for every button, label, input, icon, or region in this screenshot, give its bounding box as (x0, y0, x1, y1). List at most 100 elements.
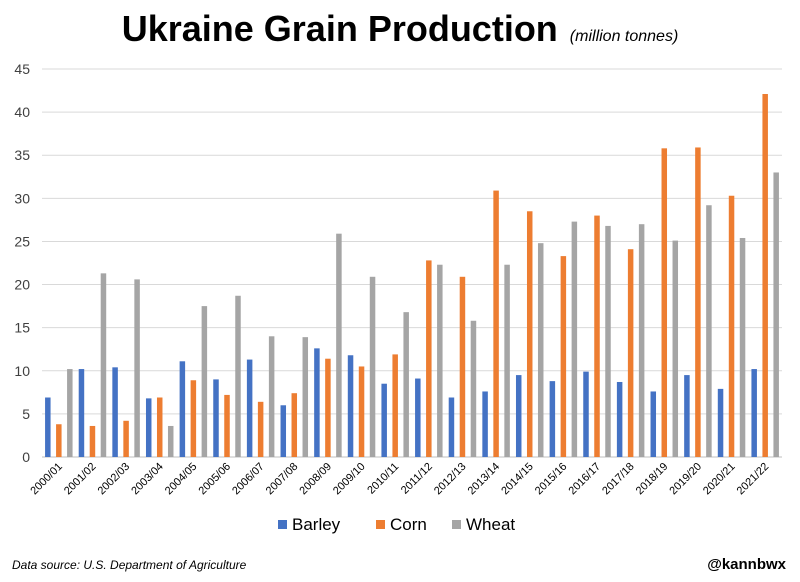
x-tick-label: 2016/17 (567, 461, 604, 498)
legend-label-wheat: Wheat (466, 515, 515, 534)
y-tick-label: 5 (22, 406, 30, 422)
bar-barley (616, 381, 623, 457)
bar-barley (482, 391, 488, 457)
chart-title-row: Ukraine Grain Production (million tonnes) (0, 8, 800, 50)
bar-corn (156, 397, 163, 457)
bar-barley (515, 375, 522, 457)
y-tick-label: 0 (22, 449, 30, 465)
chart-title: Ukraine Grain Production (121, 8, 558, 49)
bar-barley (650, 391, 657, 457)
x-tick-label: 2010/11 (365, 461, 401, 497)
bar-barley (751, 369, 757, 457)
x-tick-label: 2001/02 (62, 461, 99, 498)
bar-barley (246, 359, 253, 457)
data-source-note: Data source: U.S. Department of Agricult… (12, 558, 247, 572)
bar-corn (526, 211, 533, 457)
bar-barley (213, 379, 219, 457)
bar-wheat (739, 237, 746, 457)
x-tick-label: 2006/07 (230, 461, 267, 498)
author-handle: @kannbwx (707, 556, 786, 573)
bar-corn (190, 380, 197, 457)
bar-corn (358, 366, 365, 457)
bar-barley (347, 355, 354, 457)
x-tick-label: 2021/22 (735, 461, 772, 498)
chart-subtitle: (million tonnes) (569, 28, 679, 45)
legend-swatch-corn (376, 520, 385, 529)
bar-corn (426, 260, 432, 457)
bar-wheat (302, 337, 309, 457)
x-tick-label: 2002/03 (96, 461, 133, 498)
x-tick-label: 2015/16 (533, 461, 570, 498)
bar-corn (325, 358, 331, 457)
y-tick-label: 25 (14, 233, 30, 249)
bar-wheat (235, 295, 241, 457)
bar-corn (627, 249, 634, 457)
bar-wheat (369, 276, 376, 457)
y-tick-label: 35 (14, 147, 30, 163)
bar-corn (459, 276, 466, 457)
bar-corn (493, 190, 499, 457)
bar-corn (123, 420, 129, 457)
bar-barley (415, 378, 421, 457)
bar-barley (314, 348, 320, 457)
x-tick-label: 2012/13 (432, 461, 469, 498)
x-tick-label: 2009/10 (331, 461, 368, 498)
x-tick-label: 2013/14 (466, 461, 503, 498)
bar-wheat (773, 172, 779, 457)
bar-barley (684, 375, 690, 457)
x-tick-label: 2014/15 (499, 461, 536, 498)
bar-barley (280, 405, 287, 457)
legend-label-corn: Corn (390, 515, 427, 534)
y-tick-label: 30 (14, 190, 30, 206)
bar-wheat (638, 224, 645, 457)
bar-barley (112, 367, 118, 457)
bar-wheat (537, 243, 544, 457)
bar-corn (89, 425, 96, 457)
bar-barley (179, 361, 186, 457)
legend-swatch-wheat (452, 520, 461, 529)
y-tick-label: 15 (14, 320, 30, 336)
x-tick-label: 2008/09 (297, 461, 334, 498)
bar-wheat (470, 320, 477, 457)
bar-barley (78, 369, 85, 457)
x-tick-label: 2011/12 (399, 461, 435, 497)
y-tick-label: 45 (14, 61, 30, 77)
x-tick-label: 2020/21 (701, 461, 738, 498)
x-tick-label: 2019/20 (667, 461, 704, 498)
x-tick-label: 2000/01 (28, 461, 65, 498)
y-tick-label: 10 (14, 363, 30, 379)
bar-corn (224, 394, 230, 457)
y-tick-label: 20 (14, 277, 30, 293)
bar-corn (392, 354, 398, 457)
bar-barley (448, 397, 455, 457)
bar-barley (45, 397, 51, 457)
x-tick-label: 2017/18 (600, 461, 637, 498)
bar-barley (583, 371, 589, 457)
bar-wheat (167, 425, 174, 457)
bar-corn (56, 424, 62, 457)
bar-barley (717, 388, 724, 457)
legend-label-barley: Barley (292, 515, 341, 534)
bar-barley (549, 381, 556, 457)
bar-corn (661, 148, 668, 457)
x-tick-label: 2003/04 (129, 461, 166, 498)
bar-wheat (134, 279, 140, 457)
x-tick-label: 2004/05 (163, 461, 200, 498)
x-tick-label: 2005/06 (197, 461, 234, 498)
bar-wheat (571, 221, 578, 457)
bar-wheat (201, 306, 208, 457)
bar-wheat (437, 264, 443, 457)
x-tick-label: 2007/08 (264, 461, 301, 498)
bar-wheat (100, 273, 107, 457)
bar-corn (695, 147, 701, 457)
bar-wheat (336, 233, 342, 457)
bar-wheat (706, 205, 712, 457)
bar-wheat (268, 336, 275, 457)
x-tick-label: 2018/19 (634, 461, 671, 498)
bar-corn (762, 94, 768, 457)
bar-barley (381, 383, 387, 457)
bar-wheat (672, 240, 679, 457)
bar-wheat (67, 369, 73, 457)
bar-wheat (504, 264, 510, 457)
